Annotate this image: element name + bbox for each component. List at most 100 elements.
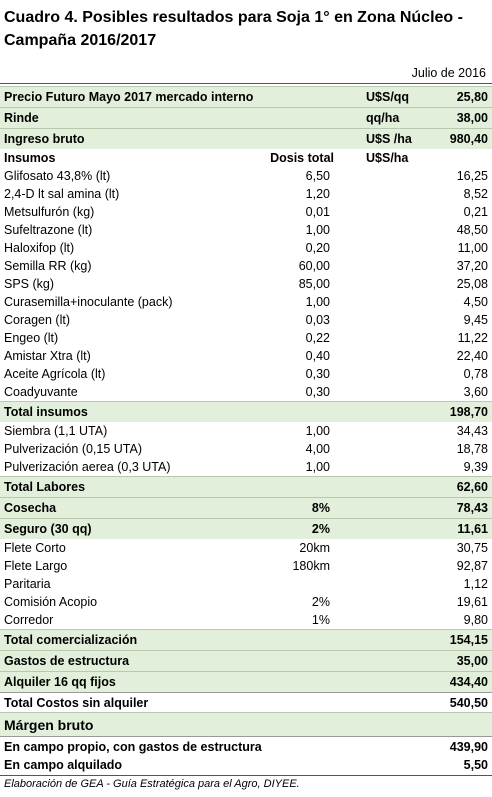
cell-value: 9,80 xyxy=(463,613,488,627)
cell-label: Haloxifop (lt) xyxy=(4,241,75,255)
cell-value: 0,78 xyxy=(463,367,488,381)
table-row: Pulverización (0,15 UTA) 4,00 18,78 xyxy=(0,440,492,458)
table-row: Pulverización aerea (0,3 UTA) 1,00 9,39 xyxy=(0,458,492,476)
cell-value: 19,61 xyxy=(456,595,488,609)
table-row: Total comercialización 154,15 xyxy=(0,629,492,650)
cell-label: Engeo (lt) xyxy=(4,331,59,345)
table-row: Paritaria 1,12 xyxy=(0,575,492,593)
cell-dose: 1,00 xyxy=(305,223,330,237)
cell-dose: 0,03 xyxy=(305,313,330,327)
cell-dose: Dosis total xyxy=(270,151,334,165)
cell-value: 9,39 xyxy=(463,460,488,474)
cell-value: 11,61 xyxy=(457,522,488,536)
cell-label: Coragen (lt) xyxy=(4,313,70,327)
table-row: Insumos Dosis total U$S/ha xyxy=(0,149,492,167)
cell-value: 1,12 xyxy=(463,577,488,591)
cell-value: 198,70 xyxy=(449,405,488,419)
cell-label: Seguro (30 qq) xyxy=(4,522,92,536)
table-row: 2,4-D lt sal amina (lt) 1,20 8,52 xyxy=(0,185,492,203)
table-row: Total Labores 62,60 xyxy=(0,476,492,497)
table-row: Amistar Xtra (lt) 0,40 22,40 xyxy=(0,347,492,365)
table-row: En campo propio, con gastos de estructur… xyxy=(0,736,492,756)
cell-unit: U$S/ha xyxy=(366,151,409,165)
cell-label: Insumos xyxy=(4,151,56,165)
cell-value: 0,21 xyxy=(463,205,488,219)
title: Cuadro 4. Posibles resultados para Soja … xyxy=(4,9,463,49)
table-row: Precio Futuro Mayo 2017 mercado interno U… xyxy=(0,86,492,107)
table-row: Total Costos sin alquiler 540,50 xyxy=(0,692,492,712)
rule xyxy=(0,83,492,84)
cell-dose: 0,20 xyxy=(305,241,330,255)
cell-dose: 1,00 xyxy=(305,460,330,474)
table-row: Metsulfurón (kg) 0,01 0,21 xyxy=(0,203,492,221)
cell-value: 62,60 xyxy=(456,480,488,494)
table-row: Siembra (1,1 UTA) 1,00 34,43 xyxy=(0,422,492,440)
cell-dose: 2% xyxy=(311,595,330,609)
cell-label: Precio Futuro Mayo 2017 mercado interno xyxy=(4,90,254,104)
table-row: En campo alquilado 5,50 xyxy=(0,756,492,774)
cell-label: Coadyuvante xyxy=(4,385,78,399)
cell-value: 34,43 xyxy=(456,424,488,438)
cell-value: 980,40 xyxy=(449,132,488,146)
table-row: Alquiler 16 qq fijos 434,40 xyxy=(0,671,492,692)
cell-value: 154,15 xyxy=(449,633,488,647)
cell-label: Total insumos xyxy=(4,405,88,419)
table-row: Coragen (lt) 0,03 9,45 xyxy=(0,311,492,329)
cell-label: Aceite Agrícola (lt) xyxy=(4,367,106,381)
cell-unit: U$S/qq xyxy=(366,90,410,104)
cell-value: 18,78 xyxy=(456,442,488,456)
cell-label: Corredor xyxy=(4,613,54,627)
table-row: Total insumos 198,70 xyxy=(0,401,492,422)
cell-value: 11,00 xyxy=(457,241,488,255)
cell-dose: 4,00 xyxy=(305,442,330,456)
cell-label: Flete Corto xyxy=(4,541,66,555)
cell-value: 5,50 xyxy=(463,758,488,772)
cell-value: 22,40 xyxy=(456,349,488,363)
cell-label: Paritaria xyxy=(4,577,51,591)
cell-label: Gastos de estructura xyxy=(4,654,130,668)
cell-label: Márgen bruto xyxy=(4,717,94,733)
cell-dose: 8% xyxy=(311,501,330,515)
cell-dose: 0,30 xyxy=(305,385,330,399)
table-row: Sufeltrazone (lt) 1,00 48,50 xyxy=(0,221,492,239)
cell-dose: 6,50 xyxy=(305,169,330,183)
cell-value: 35,00 xyxy=(456,654,488,668)
cell-dose: 1% xyxy=(311,613,330,627)
cell-label: Ingreso bruto xyxy=(4,132,85,146)
cell-label: Semilla RR (kg) xyxy=(4,259,92,273)
table-row: Corredor 1% 9,80 xyxy=(0,611,492,629)
cell-dose: 1,00 xyxy=(305,424,330,438)
cell-dose: 1,00 xyxy=(305,295,330,309)
cell-label: En campo propio, con gastos de estructur… xyxy=(4,740,262,754)
table-row: Semilla RR (kg) 60,00 37,20 xyxy=(0,257,492,275)
cell-value: 25,08 xyxy=(456,277,488,291)
cell-label: Total comercialización xyxy=(4,633,138,647)
cell-label: Total Costos sin alquiler xyxy=(4,696,149,710)
cell-unit: U$S /ha xyxy=(366,132,412,146)
cell-value: 540,50 xyxy=(449,696,488,710)
cell-value: 30,75 xyxy=(456,541,488,555)
table-row: Curasemilla+inoculante (pack) 1,00 4,50 xyxy=(0,293,492,311)
cell-label: 2,4-D lt sal amina (lt) xyxy=(4,187,120,201)
table-row: Glifosato 43,8% (lt) 6,50 16,25 xyxy=(0,167,492,185)
cell-value: 439,90 xyxy=(449,740,488,754)
cell-value: 9,45 xyxy=(463,313,488,327)
cell-label: Pulverización aerea (0,3 UTA) xyxy=(4,460,171,474)
cell-label: Comisión Acopio xyxy=(4,595,98,609)
cell-value: 92,87 xyxy=(456,559,488,573)
cell-value: 16,25 xyxy=(456,169,488,183)
table-row: Ingreso bruto U$S /ha 980,40 xyxy=(0,128,492,149)
table-row: Rinde qq/ha 38,00 xyxy=(0,107,492,128)
cell-label: Cosecha xyxy=(4,501,57,515)
rule xyxy=(0,775,492,776)
cell-label: Total Labores xyxy=(4,480,86,494)
cell-dose: 0,22 xyxy=(305,331,330,345)
cell-value: 434,40 xyxy=(449,675,488,689)
table-row: Flete Corto 20km 30,75 xyxy=(0,539,492,557)
table-row: Flete Largo 180km 92,87 xyxy=(0,557,492,575)
cell-dose: 0,01 xyxy=(305,205,330,219)
table-row: Comisión Acopio 2% 19,61 xyxy=(0,593,492,611)
table-row: Márgen bruto xyxy=(0,712,492,736)
cell-value: 3,60 xyxy=(463,385,488,399)
